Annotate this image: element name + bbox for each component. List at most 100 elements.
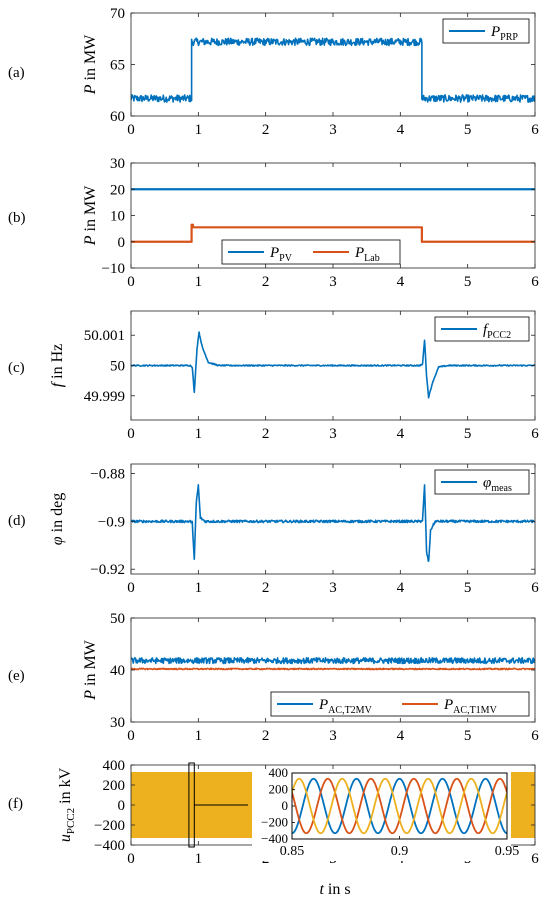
x-tick-label: 2 [262, 580, 270, 596]
x-tick-label: 0 [127, 851, 135, 867]
y-tick-label: 70 [110, 6, 125, 22]
x-axis-label: t in s [319, 881, 350, 898]
series-line-2 [131, 223, 535, 243]
y-axis-label: P in MW [82, 185, 99, 246]
plot-area [131, 484, 535, 562]
panel-label-d: (d) [8, 513, 26, 529]
panel-labels: (a) (b) (c) (d) (e) (f) [8, 65, 26, 812]
y-tick-label: 10 [110, 209, 125, 225]
plot-area [131, 656, 535, 671]
legend: φmeas [434, 469, 530, 495]
y-tick-label: −200 [94, 818, 125, 834]
x-tick-label: 3 [329, 426, 337, 442]
x-tick-label: 6 [531, 851, 539, 867]
series-line-1 [131, 484, 535, 562]
panel-label-f: (f) [8, 796, 23, 812]
x-tick-label: 4 [397, 426, 405, 442]
legend-label-1: φmeas [483, 475, 512, 494]
x-tick-label: 6 [531, 426, 539, 442]
panel-label-b: (b) [8, 210, 26, 226]
y-tick-label: 65 [110, 58, 125, 74]
plot-area [131, 37, 535, 103]
y-axis-label: uPCC2 in kV [57, 767, 77, 842]
x-tick-label: 6 [531, 580, 539, 596]
plot-area [131, 188, 535, 243]
legend: PPV PLab [221, 239, 401, 265]
plot-area [131, 331, 535, 399]
x-tick-label: 0 [127, 728, 135, 744]
y-tick-label: 20 [110, 182, 125, 198]
x-tick-label: 5 [464, 728, 472, 744]
legend: PAC,T2MV PAC,T1MV [270, 691, 530, 717]
x-tick-label: 4 [397, 580, 405, 596]
legend-label-1: PPV [269, 245, 293, 264]
y-tick-label: 50.001 [84, 328, 125, 344]
x-tick-label: 6 [531, 274, 539, 290]
x-tick-label: 0 [127, 274, 135, 290]
y-tick-label: −10 [102, 261, 125, 277]
panel-a: 0 1 2 3 4 5 6 60 65 70 P in MW PPRP [82, 6, 539, 138]
inset-y-tick-label: 0 [282, 798, 289, 813]
y-axis-label: φ in deg [49, 493, 66, 545]
y-tick-label: 50 [110, 611, 125, 627]
x-tick-label: 6 [531, 122, 539, 138]
y-axis-label: P in MW [82, 639, 99, 700]
series-line-1 [131, 37, 535, 103]
x-tick-label: 5 [464, 274, 472, 290]
y-tick-label: 50 [110, 359, 125, 375]
x-tick-label: 2 [262, 274, 270, 290]
panel-label-e: (e) [8, 668, 25, 684]
inset-y-tick-label: 400 [269, 765, 289, 780]
legend-label-2: PLab [354, 245, 380, 264]
y-tick-label: 0 [118, 235, 126, 251]
panel-c: 0 1 2 3 4 5 6 49.999 50 50.001 f in Hz fPCC2 [49, 310, 539, 442]
inset-x-tick-label: 0.9 [391, 844, 409, 859]
x-tick-label: 1 [195, 426, 203, 442]
x-tick-label: 1 [195, 122, 203, 138]
x-tick-label: 1 [195, 728, 203, 744]
y-tick-label: 400 [103, 758, 126, 774]
y-tick-label: 60 [110, 109, 125, 125]
y-tick-label: −400 [94, 838, 125, 854]
x-tick-label: 5 [464, 426, 472, 442]
series-line-2 [131, 667, 535, 671]
y-axis-label: f in Hz [49, 344, 66, 388]
x-tick-label: 0 [127, 580, 135, 596]
x-tick-label: 3 [329, 728, 337, 744]
legend-label-2: PAC,T1MV [443, 697, 498, 716]
x-tick-label: 3 [329, 274, 337, 290]
y-tick-label: 200 [103, 778, 126, 794]
legend-box [270, 691, 530, 717]
x-tick-label: 3 [329, 122, 337, 138]
legend: fPCC2 [434, 316, 530, 342]
x-tick-label: 6 [531, 728, 539, 744]
panel-d: 0 1 2 3 4 5 6 −0.92 −0.9 −0.88 φ in deg φmeas [49, 463, 539, 596]
y-tick-label: 0 [118, 798, 126, 814]
inset-y-tick-label: −400 [261, 831, 288, 846]
panel-e: 0 1 2 3 4 5 6 30 40 50 P in MW PAC,T2MV PAC,T1MV [82, 611, 539, 744]
x-tick-label: 4 [397, 728, 405, 744]
legend-label-1: PAC,T2MV [318, 697, 373, 716]
x-tick-label: 1 [195, 274, 203, 290]
panel-label-c: (c) [8, 360, 25, 376]
inset-x-tick-label: 0.85 [280, 844, 305, 859]
y-tick-label: 49.999 [84, 389, 125, 405]
x-tick-label: 1 [195, 851, 203, 867]
legend-label-1: fPCC2 [483, 322, 511, 341]
x-tick-label: 5 [464, 580, 472, 596]
series-line-1 [131, 656, 535, 665]
x-axis-label-var: t [319, 881, 324, 898]
y-tick-label: 30 [110, 156, 125, 172]
x-tick-label: 3 [329, 580, 337, 596]
x-tick-label: 2 [262, 122, 270, 138]
y-axis-label: P in MW [82, 34, 99, 95]
y-tick-label: −0.9 [98, 514, 125, 530]
y-tick-label: 40 [110, 663, 125, 679]
inset-y-tick-label: −200 [261, 815, 288, 830]
inset-x-tick-label: 0.95 [495, 844, 520, 859]
inset-y-tick-label: 200 [269, 782, 289, 797]
x-tick-label: 4 [397, 122, 405, 138]
